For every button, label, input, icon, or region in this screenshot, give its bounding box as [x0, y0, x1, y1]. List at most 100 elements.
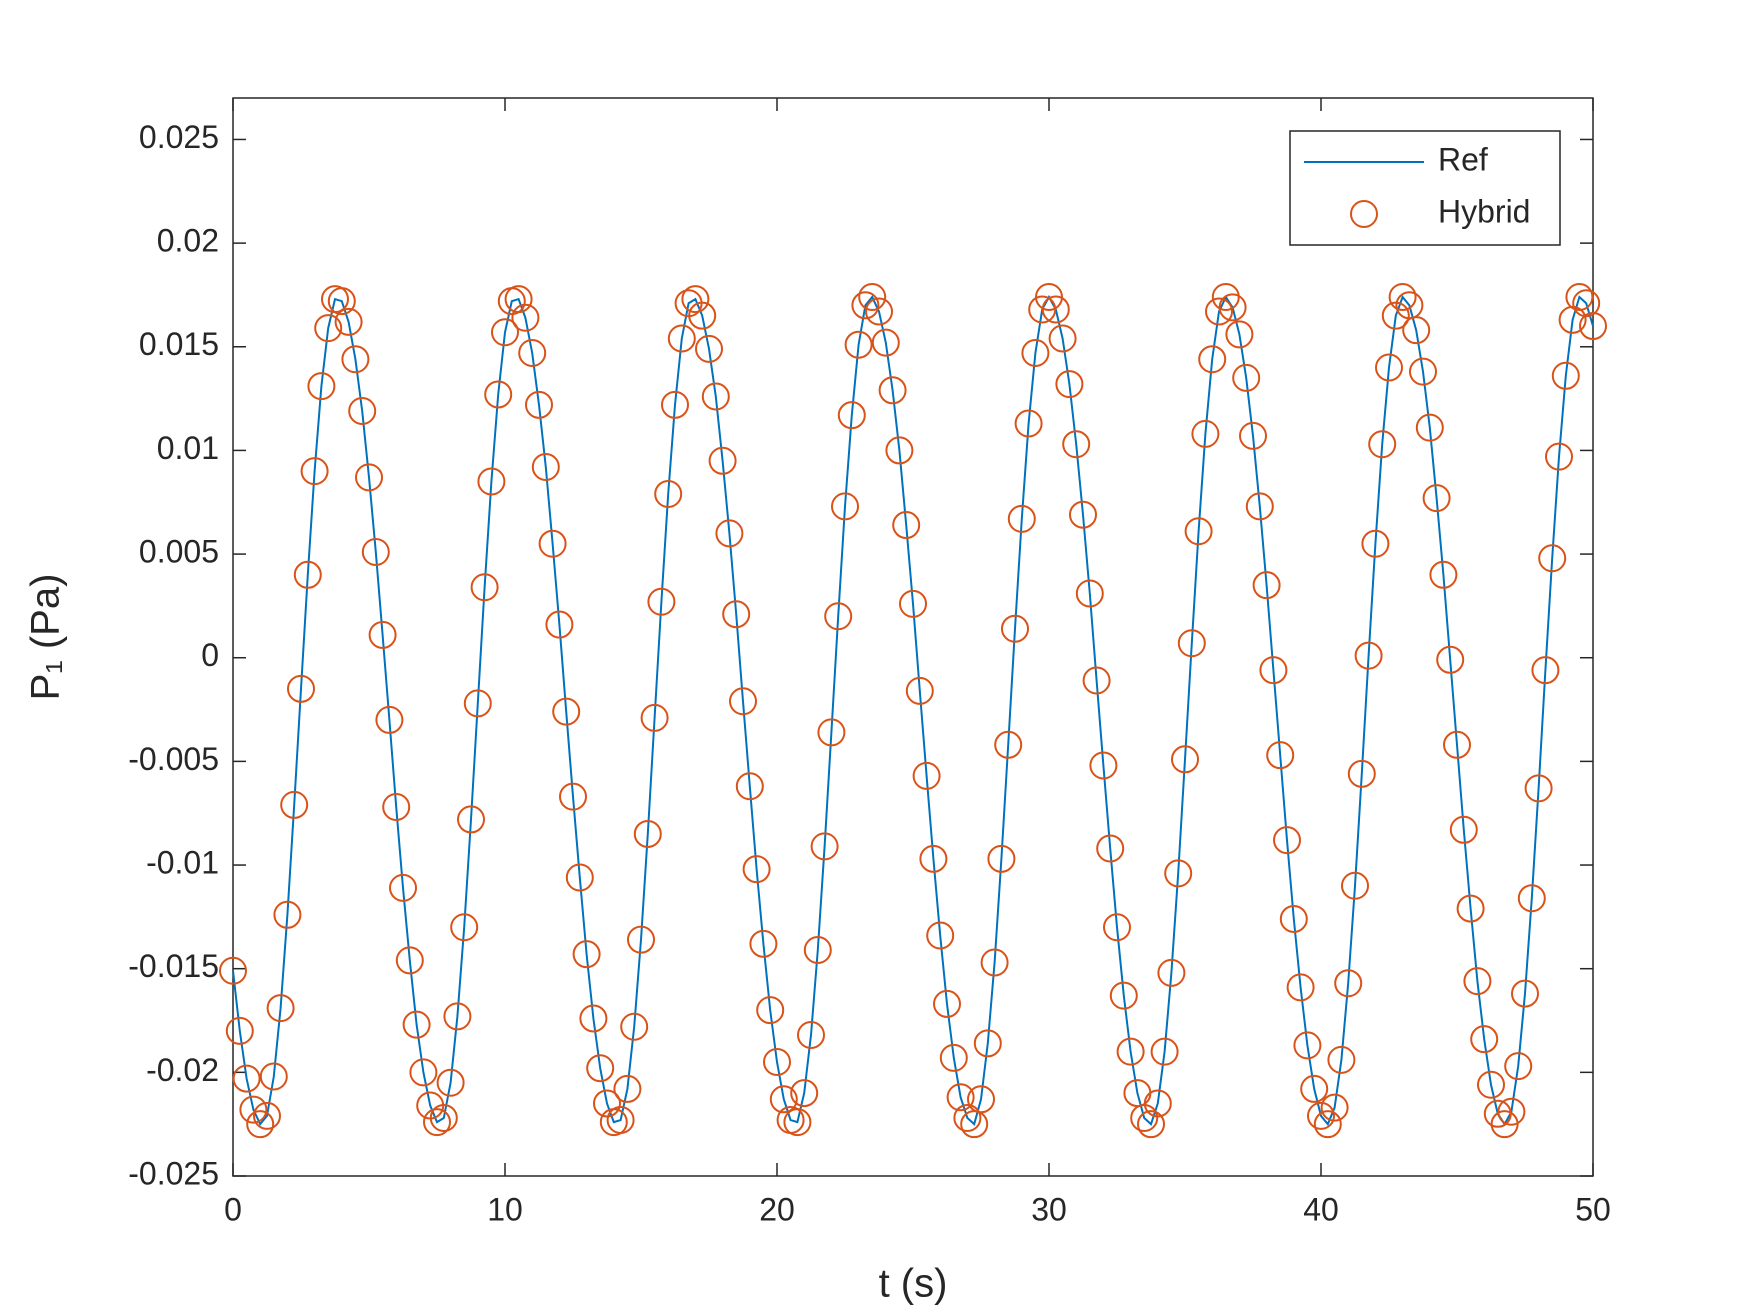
marker [334, 307, 363, 336]
marker [1307, 1101, 1335, 1130]
marker [756, 996, 785, 1025]
marker [307, 372, 336, 401]
marker [395, 946, 424, 975]
marker [729, 687, 757, 716]
marker [667, 324, 696, 353]
marker [810, 832, 839, 861]
marker [1286, 973, 1315, 1002]
marker [620, 1012, 649, 1041]
marker [1232, 363, 1261, 392]
marker [735, 772, 764, 801]
marker [763, 1047, 791, 1076]
marker [1041, 295, 1070, 324]
marker [1279, 904, 1308, 933]
marker [688, 301, 717, 330]
marker [1565, 283, 1594, 312]
marker [239, 1095, 268, 1124]
marker [389, 873, 417, 902]
marker [926, 921, 955, 950]
marker [946, 1083, 975, 1112]
marker [933, 989, 961, 1018]
marker [219, 956, 247, 985]
marker [1300, 1074, 1329, 1103]
marker [1062, 430, 1091, 459]
marker [1361, 529, 1390, 558]
marker [1313, 1110, 1342, 1139]
marker [382, 792, 411, 821]
marker [1443, 730, 1471, 759]
marker [1456, 894, 1485, 923]
marker [695, 334, 723, 363]
marker [647, 587, 676, 616]
legend-label: Ref [1438, 141, 1488, 177]
y-tick-label: -0.01 [146, 844, 219, 880]
marker [1137, 1110, 1165, 1139]
marker [1470, 1025, 1499, 1054]
marker [1402, 316, 1431, 345]
marker [1551, 361, 1580, 390]
marker [1497, 1097, 1526, 1126]
marker [1293, 1031, 1322, 1060]
marker [409, 1058, 438, 1087]
marker [967, 1085, 995, 1114]
y-tick-label: 0 [201, 637, 219, 673]
y-tick-label: 0.02 [157, 223, 219, 259]
marker [1422, 484, 1451, 513]
marker [783, 1108, 812, 1137]
marker [1239, 421, 1267, 450]
marker [1082, 666, 1111, 695]
marker [1579, 312, 1607, 341]
marker [1341, 871, 1369, 900]
marker [1572, 289, 1601, 318]
y-tick-label: -0.015 [128, 948, 219, 984]
marker [1415, 413, 1444, 442]
marker [1354, 641, 1383, 670]
marker [525, 390, 553, 419]
marker [484, 380, 513, 409]
marker [797, 1021, 825, 1050]
marker [1164, 859, 1193, 888]
marker [708, 446, 737, 475]
marker [314, 314, 343, 343]
marker [266, 994, 295, 1023]
marker [1001, 614, 1029, 643]
marker [606, 1106, 635, 1135]
marker [1109, 981, 1138, 1010]
marker [1538, 544, 1567, 573]
marker [1089, 751, 1118, 780]
marker [790, 1079, 819, 1108]
marker [1075, 579, 1104, 608]
marker [824, 602, 853, 631]
marker [477, 467, 506, 496]
marker [661, 390, 689, 419]
marker [1334, 969, 1363, 998]
plot-frame [232, 97, 1594, 1177]
marker [1463, 967, 1492, 996]
y-tick-label: 0.025 [139, 119, 219, 155]
marker [1375, 353, 1403, 382]
marker [1558, 305, 1587, 334]
y-tick-label: 0.015 [139, 326, 219, 362]
marker [225, 1016, 254, 1045]
marker [443, 1002, 472, 1031]
marker [1252, 571, 1281, 600]
y-tick-label: 0.01 [157, 430, 219, 466]
marker [368, 620, 397, 649]
marker [1198, 345, 1227, 374]
marker [980, 948, 1009, 977]
marker [1531, 656, 1560, 685]
legend-marker [1350, 200, 1378, 228]
x-axis-label: t (s) [879, 1262, 948, 1306]
marker [463, 689, 492, 718]
marker [1477, 1070, 1505, 1099]
marker [423, 1108, 451, 1137]
marker [831, 492, 859, 521]
marker [293, 560, 322, 589]
marker [559, 782, 587, 811]
marker [375, 705, 404, 734]
marker [579, 1004, 608, 1033]
marker [1388, 283, 1417, 312]
marker [593, 1089, 621, 1118]
